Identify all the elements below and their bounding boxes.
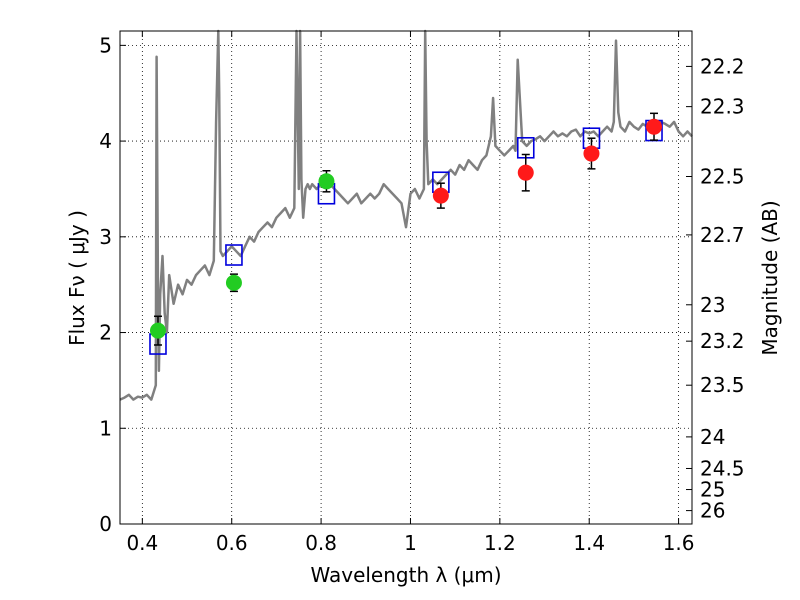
right-tick-label: 24 <box>700 425 725 449</box>
y-tick-label: 1 <box>99 416 112 440</box>
x-tick-label: 0.8 <box>305 531 337 555</box>
x-tick-label: 0.4 <box>126 531 158 555</box>
photometry-point <box>225 274 242 291</box>
right-tick-label: 22.2 <box>700 54 745 78</box>
right-tick-label: 22.5 <box>700 165 745 189</box>
spectrum-series <box>119 29 693 401</box>
right-axis-label: Magnitude (AB) <box>758 200 782 355</box>
model-photometry-series <box>149 119 663 355</box>
x-axis-ticks: 0.4 0.6 0.8 1 1.2 1.4 1.6 <box>126 31 695 555</box>
right-tick-label: 22.7 <box>700 223 745 247</box>
model-square-marker <box>225 244 243 266</box>
x-axis-label: Wavelength λ (μm) <box>310 563 501 587</box>
plot-frame <box>119 30 693 525</box>
photometry-point <box>149 322 166 339</box>
photometry-point <box>432 187 449 204</box>
y-tick-label: 0 <box>99 512 112 536</box>
x-tick-label: 1.4 <box>573 531 605 555</box>
right-tick-label: 22.3 <box>700 95 745 119</box>
right-tick-label: 23 <box>700 293 725 317</box>
photometry-point <box>318 173 335 190</box>
observed-photometry-series <box>149 118 663 339</box>
photometry-point <box>646 118 663 135</box>
y-tick-label: 3 <box>99 225 112 249</box>
plot-background <box>120 31 692 524</box>
y-axis-label: Flux Fν ( μJy ) <box>65 210 89 346</box>
y-tick-label: 4 <box>99 129 112 153</box>
x-tick-label: 1.6 <box>663 531 695 555</box>
x-tick-label: 1.2 <box>484 531 516 555</box>
right-tick-label: 26 <box>700 499 725 523</box>
y-axis-ticks: 0 1 2 3 4 5 <box>99 33 126 536</box>
photometry-point <box>517 164 534 181</box>
right-tick-label: 23.5 <box>700 373 745 397</box>
x-tick-label: 1 <box>404 531 417 555</box>
photometry-point <box>583 145 600 162</box>
x-tick-label: 0.6 <box>216 531 248 555</box>
y-tick-label: 5 <box>99 33 112 57</box>
spectrum-line <box>119 29 693 401</box>
y-tick-label: 2 <box>99 321 112 345</box>
right-tick-label: 25 <box>700 478 725 502</box>
right-tick-label: 23.2 <box>700 329 745 353</box>
right-tick-label: 24.5 <box>700 456 745 480</box>
